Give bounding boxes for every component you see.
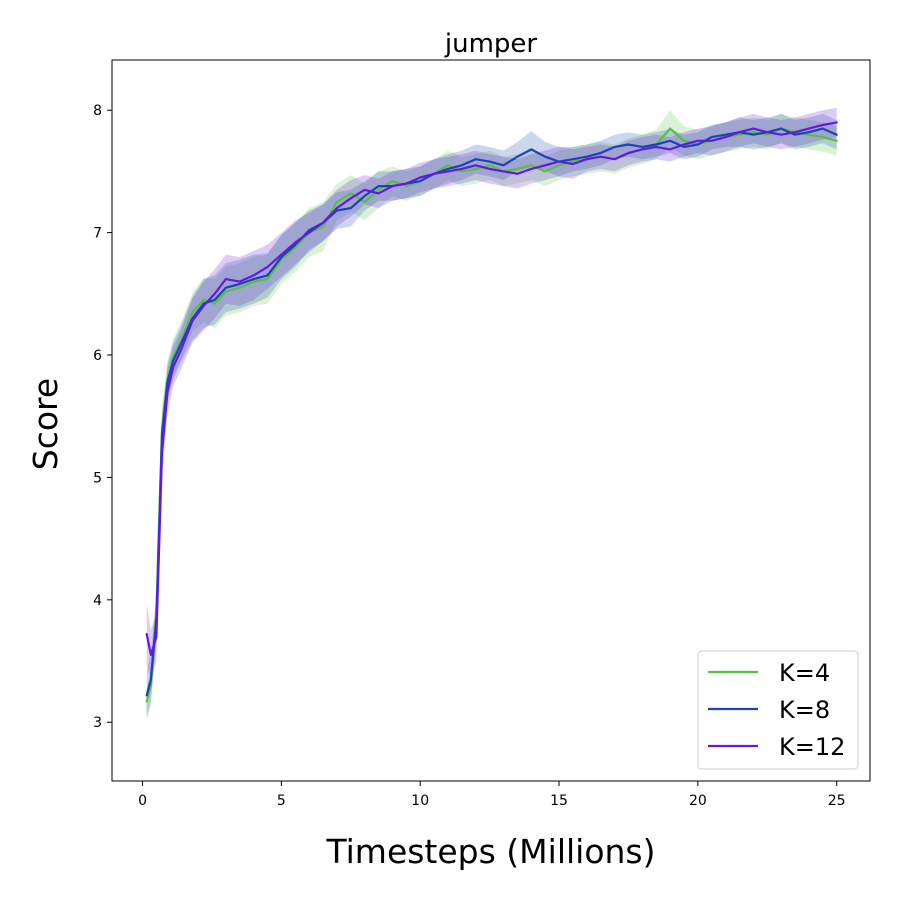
- chart-title: jumper: [444, 29, 538, 59]
- y-axis-label: Score: [26, 378, 65, 470]
- x-tick-label: 0: [138, 793, 147, 809]
- series-line-K=12: [145, 121, 838, 657]
- x-tick-label: 20: [689, 793, 707, 809]
- plot-frame: [111, 59, 871, 782]
- y-tick-label: 7: [93, 226, 102, 242]
- x-tick-label: 25: [828, 793, 846, 809]
- series-line-K=8: [145, 127, 838, 697]
- x-tick-label: 5: [277, 793, 286, 809]
- y-axis: 3 4 5 6 7 8: [93, 103, 112, 731]
- y-tick-label: 6: [93, 348, 102, 364]
- x-tick-label: 15: [550, 793, 568, 809]
- legend-label-K=4: K=4: [779, 659, 830, 687]
- legend-label-K=12: K=12: [779, 733, 845, 761]
- legend-box: [697, 650, 859, 770]
- series-lines: [145, 121, 838, 703]
- y-tick-label: 8: [93, 103, 102, 119]
- x-axis-label: Timesteps (Millions): [325, 832, 655, 871]
- y-tick-label: 3: [93, 715, 102, 731]
- y-tick-label: 5: [93, 470, 102, 486]
- legend-label-K=8: K=8: [779, 696, 830, 724]
- y-tick-label: 4: [93, 593, 102, 609]
- x-tick-label: 10: [411, 793, 429, 809]
- x-axis: 0 5 10 15 20 25: [138, 781, 846, 809]
- legend: K=4 K=8 K=12: [697, 650, 859, 770]
